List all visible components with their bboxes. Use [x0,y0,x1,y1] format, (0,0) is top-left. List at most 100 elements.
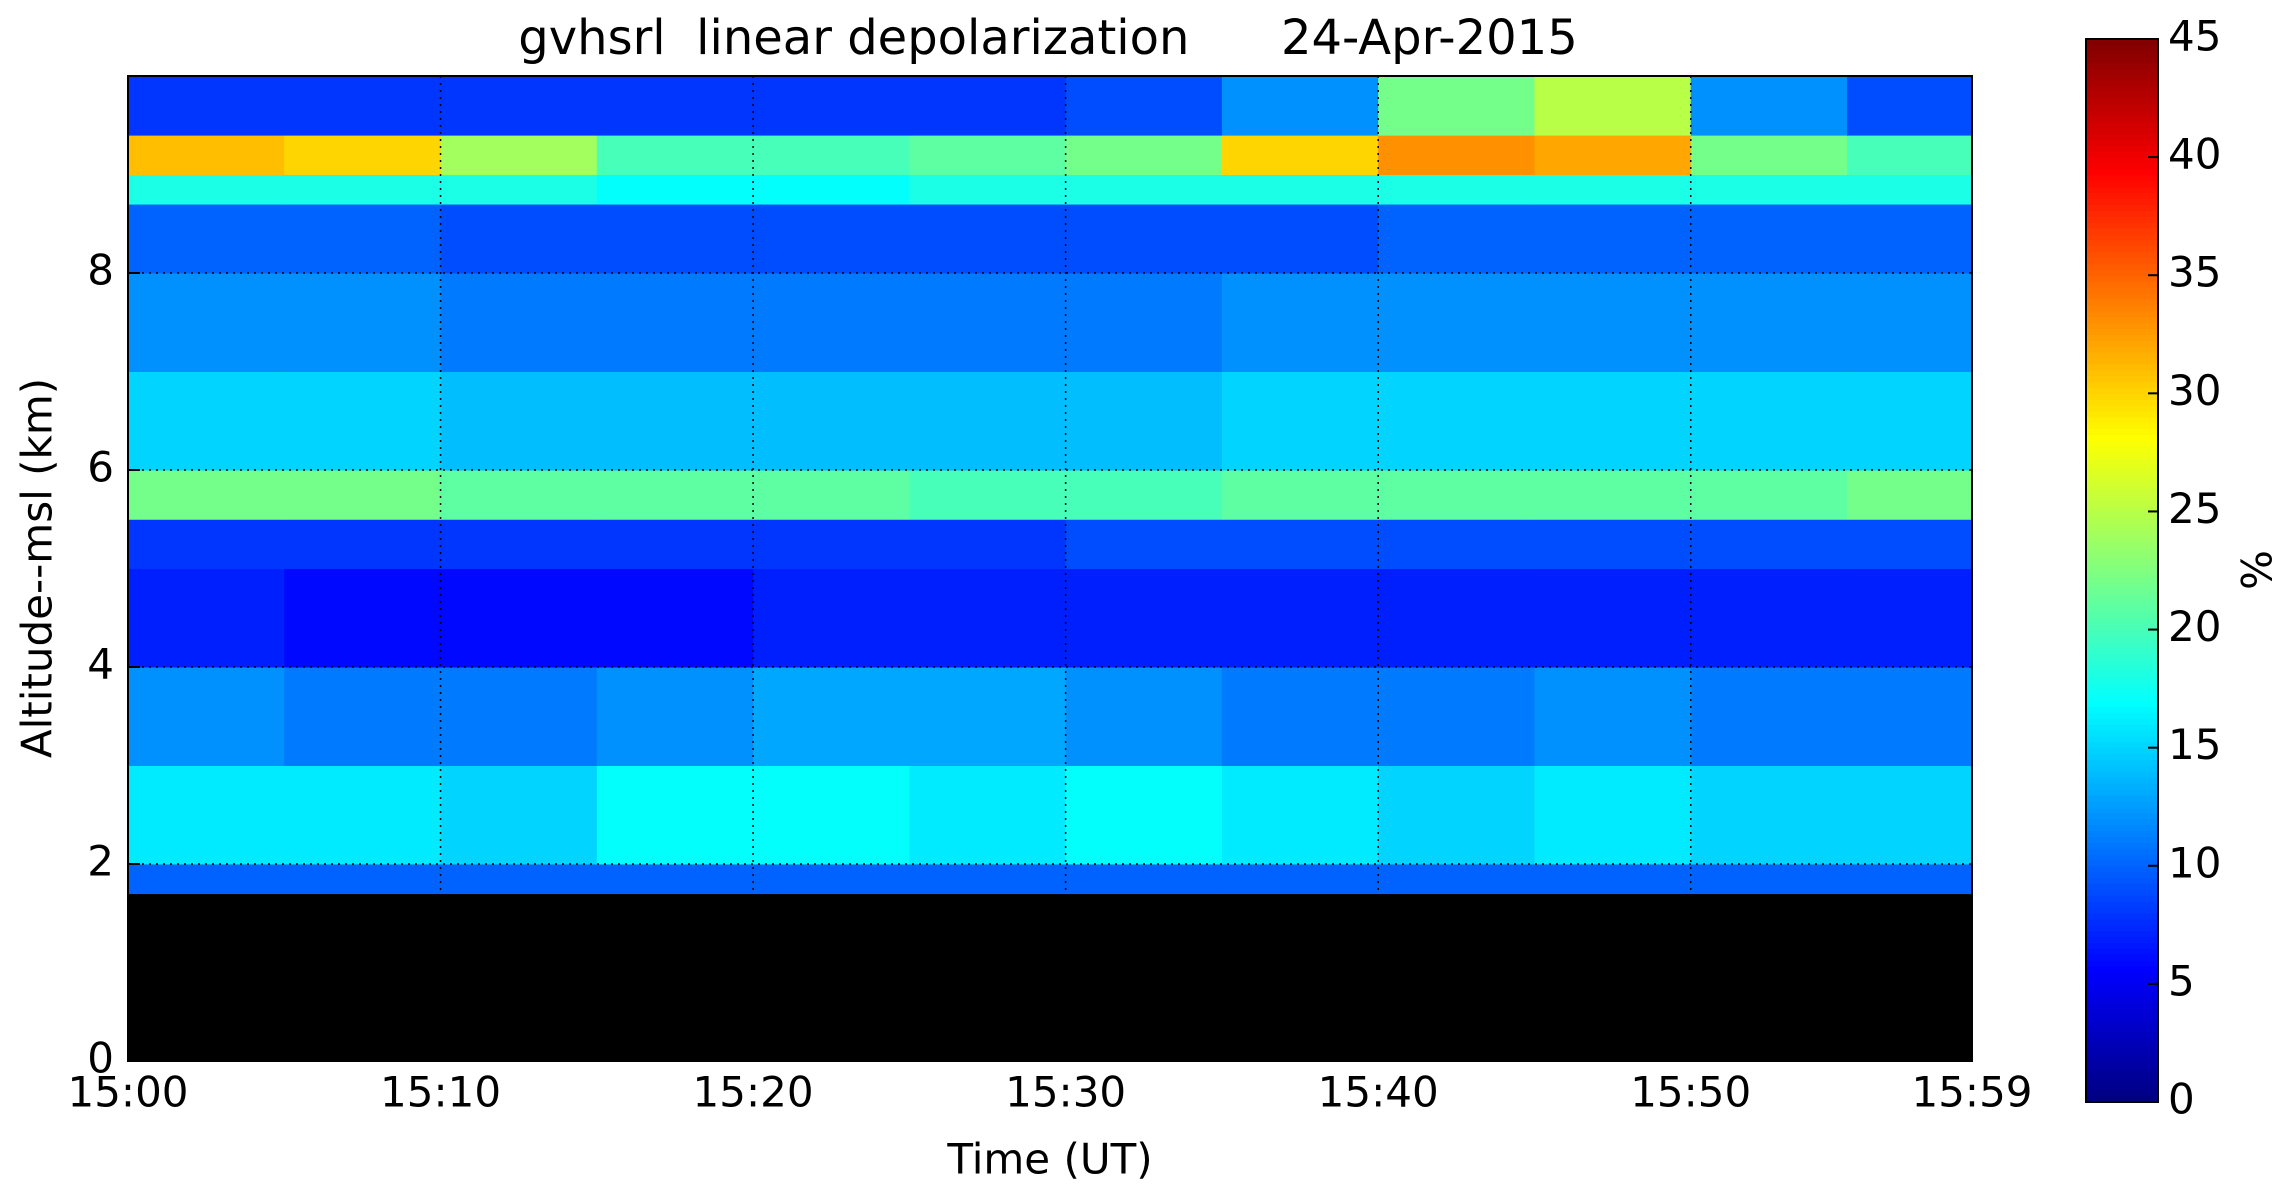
heatmap-cell [909,204,1067,274]
colorbar-segment [2086,470,2158,477]
colorbar-segment [2086,481,2158,489]
colorbar-segment [2086,39,2158,46]
colorbar-segment [2086,304,2158,312]
colorbar-segment [2086,92,2158,99]
heatmap-cell [440,519,598,569]
colorbar-segment [2086,1072,2158,1079]
colorbar-segment [2086,558,2158,566]
colorbar-segment [2086,245,2158,253]
colorbar-segment [2086,334,2158,341]
heatmap-cell [909,519,1067,569]
colorbar-segment [2086,50,2158,58]
colorbar-segment [2086,86,2158,93]
colorbar-segment [2086,145,2158,152]
colorbar-segment [2086,659,2158,666]
colorbar-segment [2086,629,2158,637]
heatmap-cell [1846,273,1973,372]
heatmap-cell [753,371,910,471]
colorbar-segment [2086,1054,2158,1062]
colorbar-segment [2086,157,2158,164]
colorbar-segment [2086,789,2158,796]
heatmap-cell [128,519,285,569]
heatmap-cell [284,568,442,668]
colorbar-segment [2086,210,2158,217]
heatmap-cell [1846,174,1973,205]
colorbar-segment [2086,1090,2158,1097]
heatmap-cell [128,667,285,766]
colorbar-segment [2086,216,2158,223]
heatmap-cell [1221,765,1379,865]
colorbar-segment [2086,198,2158,205]
heatmap-cell [1065,864,1223,895]
colorbar-segment [2086,706,2158,713]
colorbar-segment [2086,729,2158,737]
heatmap-cell [1378,273,1535,372]
heatmap-cell [909,76,1067,136]
colorbar-segment [2086,600,2158,607]
colorbar-segment [2086,80,2158,87]
heatmap-cell [909,667,1067,766]
colorbar-segment [2086,1048,2158,1056]
colorbar-segment [2086,641,2158,648]
colorbar-segment [2086,1078,2158,1085]
heatmap-cell [1378,864,1535,895]
heatmap-cell [284,470,442,520]
heatmap-cell [440,864,598,895]
colorbar-segment [2086,1060,2158,1068]
heatmap-cell [596,76,754,136]
colorbar-segment [2086,204,2158,211]
colorbar-tick-label: 40 [2168,130,2221,179]
colorbar-segment [2086,901,2158,908]
heatmap-cell [1690,174,1848,205]
x-tick-label: 15:59 [1911,1068,2032,1117]
y-tick-label: 6 [87,443,114,492]
y-tick-label: 0 [87,1034,114,1083]
heatmap-cell [1378,568,1535,668]
heatmap-cell [1534,519,1692,569]
colorbar-segment [2086,127,2158,135]
colorbar-segment [2086,540,2158,548]
colorbar-segment [2086,109,2158,117]
colorbar-segment [2086,251,2158,259]
colorbar-segment [2086,180,2158,188]
colorbar-tick-label: 35 [2168,248,2221,297]
colorbar-segment [2086,535,2158,542]
heatmap-cell [440,371,598,471]
colorbar-segment [2086,281,2158,288]
heatmap-cell [440,470,598,520]
colorbar-segment [2086,452,2158,459]
heatmap-cell [1065,765,1223,865]
colorbar-segment [2086,942,2158,950]
heatmap-cell [909,470,1067,520]
colorbar-segment [2086,121,2158,129]
colorbar-segment [2086,765,2158,772]
colorbar-segment [2086,511,2158,518]
colorbar-segment [2086,411,2158,418]
colorbar-segment [2086,222,2158,229]
heatmap-cell [1378,470,1535,520]
heatmap-cell [128,470,285,520]
colorbar-segment [2086,605,2158,613]
colorbar-segment [2086,635,2158,642]
colorbar-segment [2086,960,2158,967]
colorbar-segment [2086,611,2158,619]
colorbar-segment [2086,298,2158,306]
colorbar-segment [2086,517,2158,524]
heatmap-cell [440,76,598,136]
colorbar-segment [2086,168,2158,176]
heatmap-cell [1534,470,1692,520]
colorbar-segment [2086,340,2158,347]
heatmap-cell [1065,174,1223,205]
colorbar-segment [2086,582,2158,589]
colorbar-segment [2086,576,2158,583]
colorbar-segment [2086,133,2158,140]
y-axis-label: Altitude--msl (km) [13,378,62,758]
heatmap-cell [1378,765,1535,865]
colorbar-segment [2086,1037,2158,1044]
colorbar-segment [2086,428,2158,436]
colorbar-segment [2086,316,2158,324]
x-tick-label: 15:40 [1318,1068,1439,1117]
colorbar-segment [2086,115,2158,123]
colorbar-segment [2086,422,2158,430]
colorbar-segment [2086,664,2158,672]
